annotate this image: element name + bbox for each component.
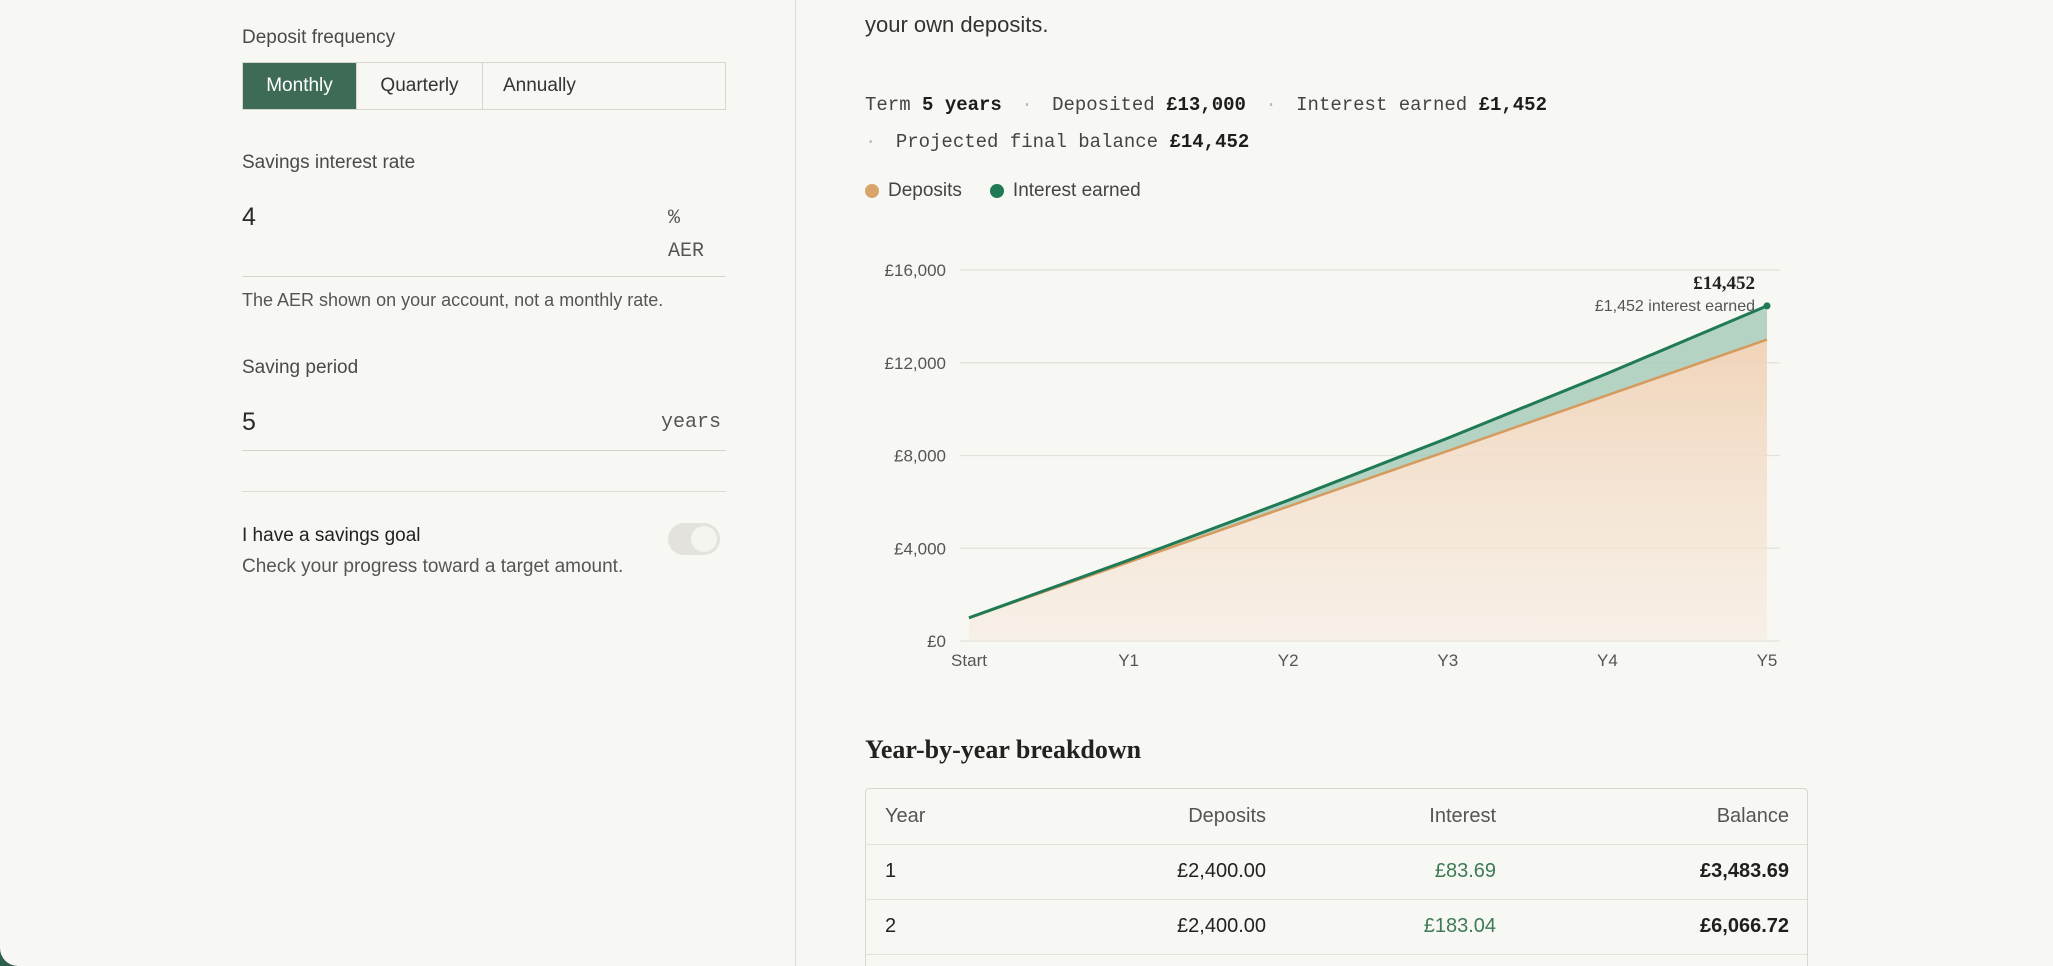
row-year: 1 [885, 860, 897, 882]
summary-line-2: · Projected final balance £14,452 [865, 131, 1249, 153]
interest-rate-label: Savings interest rate [242, 152, 416, 173]
breakdown-title: Year-by-year breakdown [865, 735, 1142, 764]
final-balance-label: Projected final balance [895, 131, 1159, 153]
y-tick-label: £12,000 [885, 354, 946, 373]
x-tick-label: Y5 [1757, 651, 1778, 670]
interest-rate-unit-aer: AER [668, 240, 705, 263]
row-deposits: £2,400.00 [1177, 915, 1266, 937]
section-divider [242, 491, 726, 492]
separator: · [1265, 94, 1277, 116]
y-tick-label: £16,000 [885, 261, 946, 280]
interest-earned-value: £1,452 [1478, 94, 1547, 116]
legend-interest-label: Interest earned [1012, 180, 1141, 201]
breakdown-table: Year Deposits Interest Balance 1 £2,400.… [865, 788, 1808, 966]
header-interest: Interest [1429, 805, 1496, 827]
interest-rate-unit-percent: % [668, 207, 681, 230]
deposit-frequency-label: Deposit frequency [242, 27, 396, 48]
row-balance: £6,066.72 [1700, 915, 1789, 937]
frequency-quarterly-button[interactable]: Quarterly [357, 63, 483, 109]
saving-period-label: Saving period [242, 357, 359, 378]
separator: · [865, 131, 877, 153]
saving-period-underline [242, 450, 726, 451]
savings-chart: £0 £4,000 £8,000 £12,000 £16,000 Start Y1 Y2 Y3 Y… [885, 261, 1780, 670]
toggle-knob [691, 526, 717, 552]
deposits-line [968, 338, 1768, 619]
y-tick-label: £4,000 [894, 539, 946, 558]
savings-goal-subtitle: Check your progress toward a target amou… [242, 556, 624, 577]
saving-period-input[interactable]: 5 [242, 408, 256, 436]
deposits-area [969, 339, 1767, 641]
header-deposits: Deposits [1188, 805, 1266, 827]
legend-deposits-label: Deposits [888, 180, 962, 201]
interest-line [968, 304, 1768, 620]
legend-interest: Interest earned [989, 180, 1141, 202]
deposited-value: £13,000 [1166, 94, 1246, 116]
deposited-label: Deposited [1052, 94, 1155, 116]
table-row: 2 £2,400.00 £183.04 £6,066.72 [866, 899, 1807, 955]
x-tick-label: Y1 [1118, 651, 1139, 670]
panel-divider [795, 0, 796, 966]
savings-goal-title: I have a savings goal [242, 525, 421, 546]
legend-deposits: Deposits [865, 180, 962, 202]
final-balance-annotation: £14,452 [1693, 273, 1755, 294]
legend-interest-swatch [989, 184, 1004, 198]
legend-deposits-swatch [865, 184, 879, 198]
end-point [1763, 302, 1771, 310]
table-row: 1 £2,400.00 £83.69 £3,483.69 [866, 844, 1807, 900]
term-value: 5 years [922, 94, 1002, 116]
savings-goal-toggle[interactable] [668, 523, 720, 555]
interest-rate-help: The AER shown on your account, not a mon… [242, 290, 664, 310]
separator: · [1021, 94, 1033, 116]
header-year: Year [885, 805, 926, 827]
saving-period-unit: years [661, 411, 722, 434]
deposit-frequency-segmented-control: Monthly Quarterly Annually [242, 62, 726, 110]
y-tick-label: £0 [927, 632, 946, 651]
table-header-row: Year Deposits Interest Balance [866, 789, 1807, 845]
x-tick-label: Start [951, 651, 987, 670]
interest-rate-underline [242, 276, 726, 277]
x-tick-label: Y4 [1597, 651, 1618, 670]
interest-earned-label: Interest earned [1296, 94, 1468, 116]
row-interest: £183.04 [1423, 915, 1496, 937]
y-tick-label: £8,000 [894, 447, 946, 466]
row-deposits: £2,400.00 [1177, 860, 1266, 882]
header-balance: Balance [1716, 805, 1789, 827]
row-interest: £83.69 [1434, 860, 1496, 882]
final-balance-value: £14,452 [1169, 131, 1250, 153]
x-tick-label: Y2 [1278, 651, 1299, 670]
frequency-annually-button[interactable]: Annually [503, 75, 576, 96]
interest-earned-annotation: £1,452 interest earned [1595, 298, 1755, 315]
chart-legend: Deposits Interest earned [865, 180, 1169, 202]
intro-text: your own deposits. [865, 12, 1049, 37]
row-year: 2 [885, 915, 897, 937]
frequency-monthly-button[interactable]: Monthly [243, 63, 357, 109]
x-tick-label: Y3 [1437, 651, 1458, 670]
row-balance: £3,483.69 [1700, 860, 1789, 882]
term-label: Term [865, 94, 911, 116]
summary-line-1: Term 5 years · Deposited £13,000 · Inter… [865, 94, 1547, 116]
interest-rate-input[interactable]: 4 [242, 203, 256, 231]
